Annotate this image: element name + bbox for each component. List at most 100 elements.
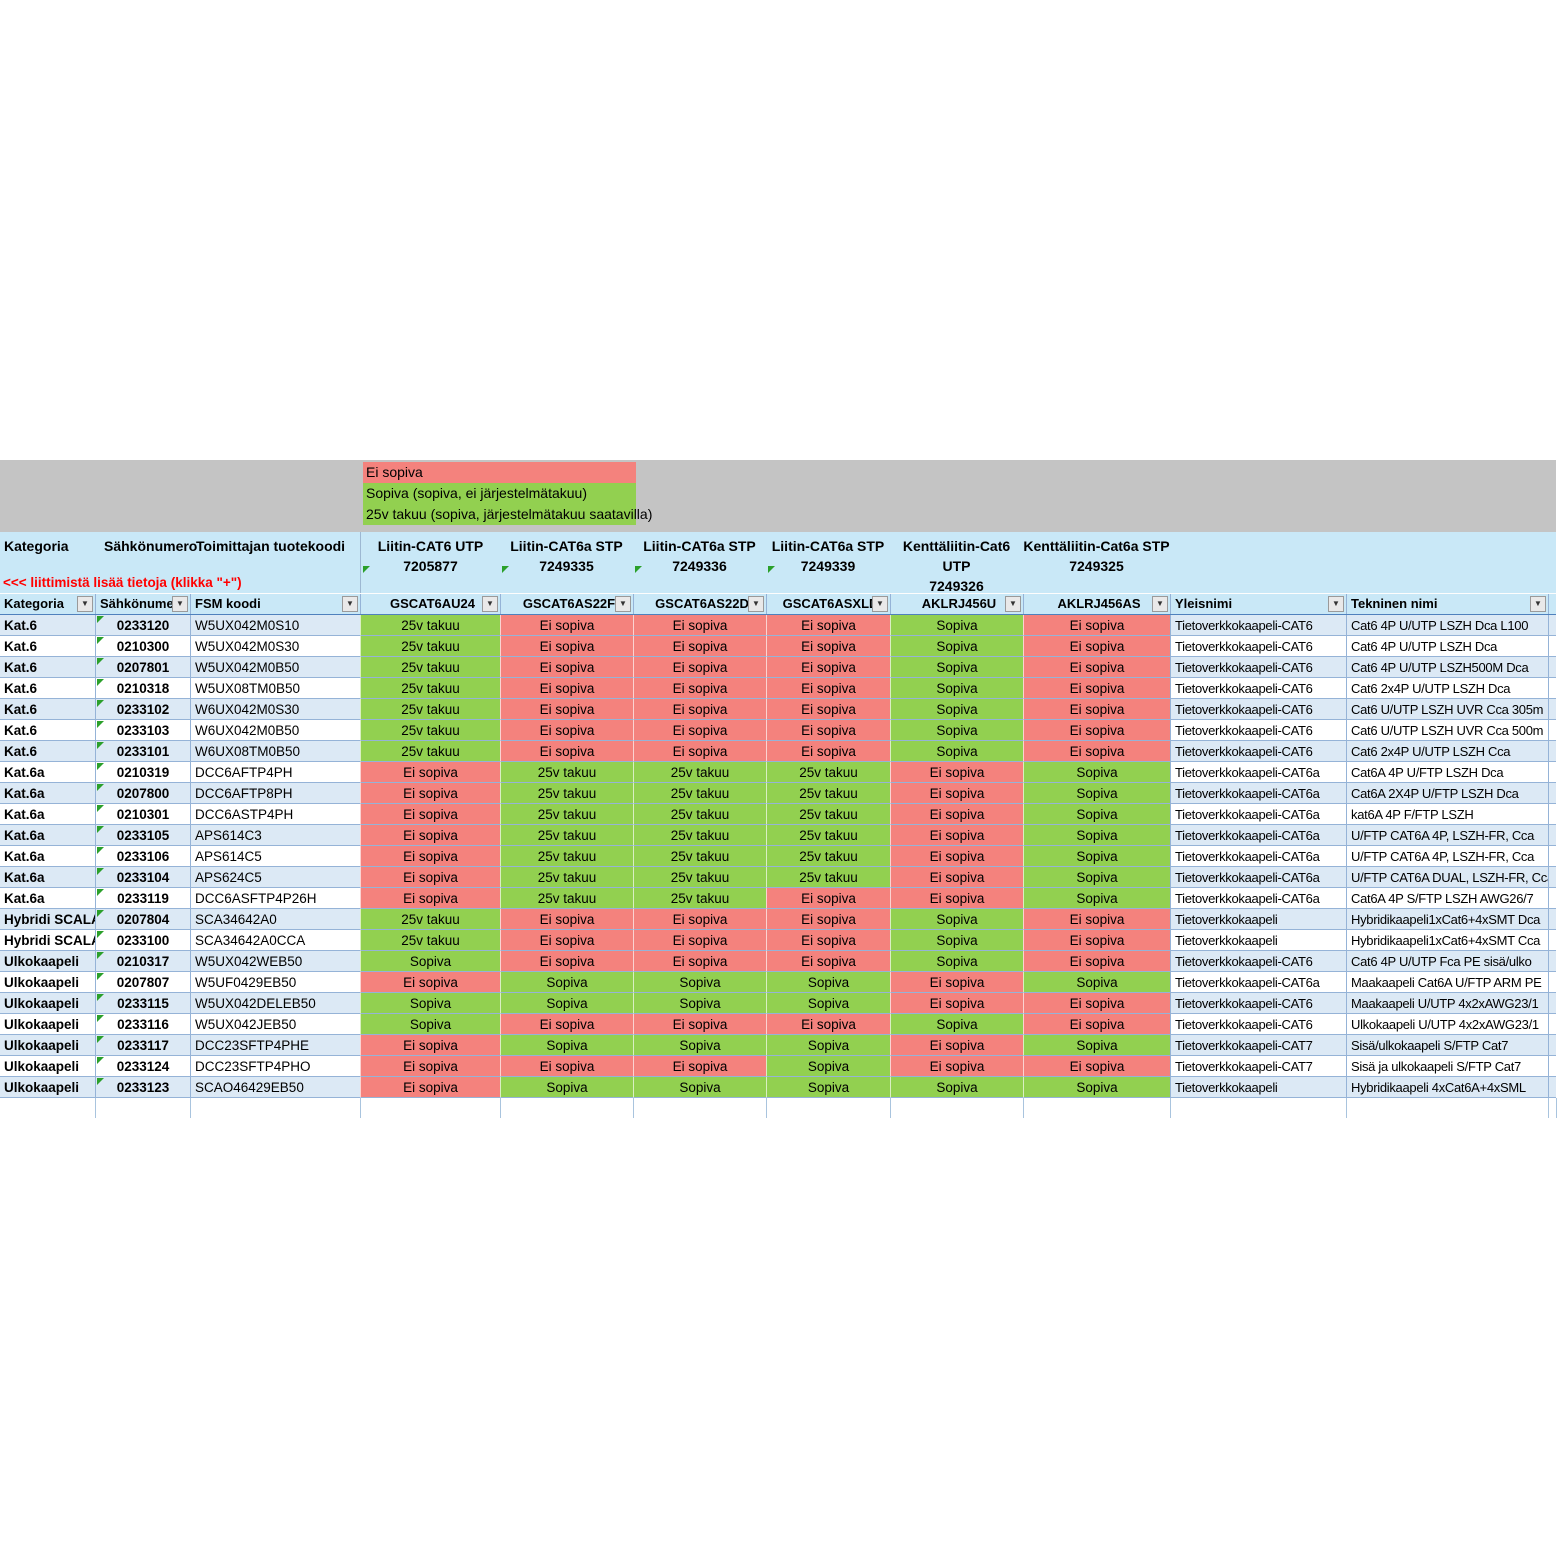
sahkonumero-cell[interactable]: 0233102 xyxy=(95,699,190,720)
sahkonumero-cell[interactable]: 0233116 xyxy=(95,1014,190,1035)
status-cell[interactable]: Ei sopiva xyxy=(633,1014,766,1035)
status-cell[interactable]: Ei sopiva xyxy=(500,930,633,951)
status-cell[interactable]: Ei sopiva xyxy=(633,615,766,636)
status-cell[interactable]: Sopiva xyxy=(633,1035,766,1056)
kategoria-cell[interactable]: Kat.6a xyxy=(0,846,95,867)
status-cell[interactable]: Ei sopiva xyxy=(360,804,500,825)
status-cell[interactable]: 25v takuu xyxy=(360,636,500,657)
status-cell[interactable]: Sopiva xyxy=(1023,762,1170,783)
filter-dropdown-button[interactable]: ▼ xyxy=(172,596,188,612)
status-cell[interactable]: Ei sopiva xyxy=(890,1056,1023,1077)
tekninen-cell[interactable]: Cat6A 2X4P U/FTP LSZH Dca xyxy=(1346,783,1548,804)
kategoria-cell[interactable]: Hybridi SCALA xyxy=(0,930,95,951)
status-cell[interactable]: Ei sopiva xyxy=(1023,741,1170,762)
filter-dropdown-button[interactable]: ▼ xyxy=(482,596,498,612)
sahkonumero-cell[interactable]: 0233120 xyxy=(95,615,190,636)
fsm-cell[interactable]: APS614C5 xyxy=(190,846,360,867)
sahkonumero-cell[interactable]: 0233103 xyxy=(95,720,190,741)
status-cell[interactable]: Ei sopiva xyxy=(360,1077,500,1098)
status-cell[interactable]: Ei sopiva xyxy=(1023,1014,1170,1035)
filter-dropdown-button[interactable]: ▼ xyxy=(1328,596,1344,612)
status-cell[interactable]: 25v takuu xyxy=(633,762,766,783)
yleisnimi-cell[interactable]: Tietoverkkokaapeli-CAT6 xyxy=(1170,951,1346,972)
filter-header-kategoria[interactable]: Kategoria ▼ xyxy=(0,594,95,614)
fsm-cell[interactable]: W5UX042WEB50 xyxy=(190,951,360,972)
sahkonumero-cell[interactable]: 0210319 xyxy=(95,762,190,783)
tekninen-cell[interactable]: Cat6 4P U/UTP LSZH500M Dca xyxy=(1346,657,1548,678)
status-cell[interactable]: Sopiva xyxy=(1023,972,1170,993)
status-cell[interactable]: Sopiva xyxy=(500,972,633,993)
status-cell[interactable]: 25v takuu xyxy=(360,909,500,930)
fsm-cell[interactable]: W5UX042M0S30 xyxy=(190,636,360,657)
sahkonumero-cell[interactable]: 0233101 xyxy=(95,741,190,762)
status-cell[interactable]: Ei sopiva xyxy=(766,657,890,678)
status-cell[interactable]: Ei sopiva xyxy=(890,993,1023,1014)
tekninen-cell[interactable]: U/FTP CAT6A 4P, LSZH-FR, Cca xyxy=(1346,825,1548,846)
sahkonumero-cell[interactable]: 0233106 xyxy=(95,846,190,867)
status-cell[interactable]: Ei sopiva xyxy=(890,1035,1023,1056)
kategoria-cell[interactable]: Hybridi SCALA xyxy=(0,909,95,930)
status-cell[interactable]: Ei sopiva xyxy=(500,720,633,741)
status-cell[interactable]: Ei sopiva xyxy=(766,1014,890,1035)
yleisnimi-cell[interactable]: Tietoverkkokaapeli-CAT7 xyxy=(1170,1056,1346,1077)
status-cell[interactable]: Sopiva xyxy=(766,972,890,993)
status-cell[interactable]: Sopiva xyxy=(1023,804,1170,825)
tekninen-cell[interactable]: kat6A 4P F/FTP LSZH xyxy=(1346,804,1548,825)
status-cell[interactable]: Ei sopiva xyxy=(1023,657,1170,678)
kategoria-cell[interactable]: Kat.6a xyxy=(0,888,95,909)
fsm-cell[interactable]: APS624C5 xyxy=(190,867,360,888)
kategoria-cell[interactable]: Ulkokaapeli xyxy=(0,993,95,1014)
sahkonumero-cell[interactable]: 0233119 xyxy=(95,888,190,909)
kategoria-cell[interactable]: Ulkokaapeli xyxy=(0,972,95,993)
status-cell[interactable]: Ei sopiva xyxy=(1023,909,1170,930)
tekninen-cell[interactable]: Maakaapeli U/UTP 4x2xAWG23/1 xyxy=(1346,993,1548,1014)
status-cell[interactable]: Ei sopiva xyxy=(500,615,633,636)
yleisnimi-cell[interactable]: Tietoverkkokaapeli-CAT6a xyxy=(1170,972,1346,993)
status-cell[interactable]: Ei sopiva xyxy=(360,762,500,783)
status-cell[interactable]: 25v takuu xyxy=(633,804,766,825)
yleisnimi-cell[interactable]: Tietoverkkokaapeli-CAT6 xyxy=(1170,636,1346,657)
fsm-cell[interactable]: W5UX042M0B50 xyxy=(190,657,360,678)
fsm-cell[interactable]: W5UF0429EB50 xyxy=(190,972,360,993)
yleisnimi-cell[interactable]: Tietoverkkokaapeli-CAT6 xyxy=(1170,678,1346,699)
status-cell[interactable]: Sopiva xyxy=(890,636,1023,657)
status-cell[interactable]: Ei sopiva xyxy=(890,804,1023,825)
status-cell[interactable]: Sopiva xyxy=(1023,867,1170,888)
sahkonumero-cell[interactable]: 0210318 xyxy=(95,678,190,699)
yleisnimi-cell[interactable]: Tietoverkkokaapeli-CAT6 xyxy=(1170,741,1346,762)
status-cell[interactable]: Ei sopiva xyxy=(890,972,1023,993)
status-cell[interactable]: Ei sopiva xyxy=(633,909,766,930)
status-cell[interactable]: Ei sopiva xyxy=(766,720,890,741)
status-cell[interactable]: Ei sopiva xyxy=(1023,615,1170,636)
filter-header-gscat6au24[interactable]: GSCAT6AU24 ▼ xyxy=(360,594,500,614)
tekninen-cell[interactable]: Cat6A 4P S/FTP LSZH AWG26/7 xyxy=(1346,888,1548,909)
status-cell[interactable]: 25v takuu xyxy=(500,804,633,825)
tekninen-cell[interactable]: Hybridikaapeli1xCat6+4xSMT Cca xyxy=(1346,930,1548,951)
status-cell[interactable]: Sopiva xyxy=(500,1035,633,1056)
status-cell[interactable]: Ei sopiva xyxy=(360,972,500,993)
status-cell[interactable]: 25v takuu xyxy=(766,783,890,804)
kategoria-cell[interactable]: Kat.6a xyxy=(0,867,95,888)
status-cell[interactable]: 25v takuu xyxy=(766,846,890,867)
tekninen-cell[interactable]: Cat6 U/UTP LSZH UVR Cca 500m xyxy=(1346,720,1548,741)
status-cell[interactable]: 25v takuu xyxy=(633,888,766,909)
fsm-cell[interactable]: DCC23SFTP4PHE xyxy=(190,1035,360,1056)
kategoria-cell[interactable]: Ulkokaapeli xyxy=(0,951,95,972)
sahkonumero-cell[interactable]: 0233105 xyxy=(95,825,190,846)
sahkonumero-cell[interactable]: 0233104 xyxy=(95,867,190,888)
status-cell[interactable]: Ei sopiva xyxy=(633,1056,766,1077)
status-cell[interactable]: Ei sopiva xyxy=(766,951,890,972)
yleisnimi-cell[interactable]: Tietoverkkokaapeli-CAT6a xyxy=(1170,888,1346,909)
status-cell[interactable]: Ei sopiva xyxy=(500,678,633,699)
filter-dropdown-button[interactable]: ▼ xyxy=(342,596,358,612)
fsm-cell[interactable]: W5UX08TM0B50 xyxy=(190,678,360,699)
status-cell[interactable]: Ei sopiva xyxy=(890,888,1023,909)
fsm-cell[interactable]: DCC6AFTP4PH xyxy=(190,762,360,783)
status-cell[interactable]: Ei sopiva xyxy=(1023,678,1170,699)
status-cell[interactable]: Ei sopiva xyxy=(500,909,633,930)
status-cell[interactable]: Sopiva xyxy=(1023,825,1170,846)
yleisnimi-cell[interactable]: Tietoverkkokaapeli-CAT6 xyxy=(1170,615,1346,636)
kategoria-cell[interactable]: Kat.6a xyxy=(0,762,95,783)
status-cell[interactable]: Ei sopiva xyxy=(633,951,766,972)
yleisnimi-cell[interactable]: Tietoverkkokaapeli-CAT7 xyxy=(1170,1035,1346,1056)
